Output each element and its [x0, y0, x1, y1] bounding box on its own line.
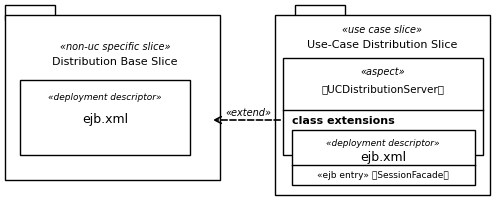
Bar: [292, 130, 475, 185]
Text: «extend»: «extend»: [225, 108, 271, 118]
Text: 〈UCDistributionServer〉: 〈UCDistributionServer〉: [322, 84, 444, 94]
Bar: [275, 15, 490, 195]
Text: class extensions: class extensions: [292, 116, 395, 126]
Text: «ejb entry» 〈SessionFacade〉: «ejb entry» 〈SessionFacade〉: [317, 170, 449, 180]
Text: Distribution Base Slice: Distribution Base Slice: [52, 57, 178, 67]
Text: Use-Case Distribution Slice: Use-Case Distribution Slice: [307, 40, 457, 50]
Text: «deployment descriptor»: «deployment descriptor»: [48, 93, 162, 101]
Bar: [20, 80, 190, 155]
Text: «use case slice»: «use case slice»: [342, 25, 422, 35]
Bar: [5, 5, 55, 20]
Text: ejb.xml: ejb.xml: [360, 152, 406, 164]
Bar: [295, 5, 345, 20]
Text: «non-uc specific slice»: «non-uc specific slice»: [60, 42, 170, 52]
Bar: [283, 58, 483, 155]
Text: «aspect»: «aspect»: [360, 67, 406, 77]
Text: «deployment descriptor»: «deployment descriptor»: [326, 139, 440, 147]
Bar: [5, 15, 220, 180]
Text: ejb.xml: ejb.xml: [82, 114, 128, 126]
